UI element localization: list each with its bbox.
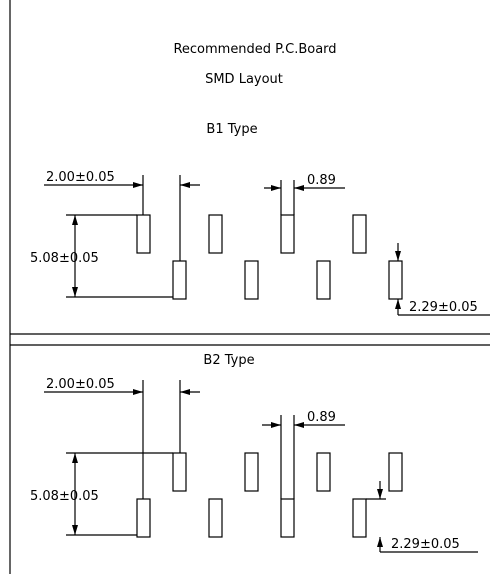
b2-pad-top-4 [388, 452, 403, 492]
b2-dim-row-spacing: 5.08±0.05 [30, 489, 99, 504]
b1-pad-top-3 [280, 214, 295, 254]
b1-dim-width: 0.89 [307, 173, 336, 188]
b2-pad-top-1 [172, 452, 187, 492]
b2-pad-bottom-1 [136, 498, 151, 538]
b1-dim-pitch: 2.00±0.05 [46, 170, 115, 185]
b2-dim-width: 0.89 [307, 410, 336, 425]
b2-row-spacing-dimension: 5.08±0.05 [30, 452, 173, 536]
title-recommended-pcb: Recommended P.C.Board [173, 42, 336, 57]
b2-width-dimension: 0.89 [262, 410, 345, 499]
b1-section: B1 Type 2.00±0.05 0.89 [30, 122, 490, 316]
b1-pad-top-4 [352, 214, 367, 254]
b1-pad-top-1 [136, 214, 151, 254]
b1-pad-bottom-4 [388, 260, 403, 300]
b2-pitch-dimension: 2.00±0.05 [44, 377, 200, 499]
b1-row-spacing-dimension: 5.08±0.05 [30, 214, 173, 298]
b2-dim-pitch: 2.00±0.05 [46, 377, 115, 392]
b1-dim-pad-length: 2.29±0.05 [409, 300, 478, 315]
b1-pitch-dimension: 2.00±0.05 [44, 170, 200, 261]
b1-pad-top-2 [208, 214, 223, 254]
b2-pad-top-2 [244, 452, 259, 492]
b2-pad-bottom-4 [352, 498, 367, 538]
b1-type-label: B1 Type [206, 122, 257, 137]
b2-pad-bottom-2 [208, 498, 223, 538]
b2-type-label: B2 Type [203, 353, 254, 368]
b2-dim-pad-length: 2.29±0.05 [391, 537, 460, 552]
b2-pad-length-dimension: 2.29±0.05 [366, 481, 478, 553]
b2-pad-bottom-3 [280, 498, 295, 538]
b2-section: B2 Type 2.00±0.05 0.89 [30, 353, 478, 553]
b1-pad-bottom-2 [244, 260, 259, 300]
b1-dim-row-spacing: 5.08±0.05 [30, 251, 99, 266]
title-smd-layout: SMD Layout [205, 72, 283, 87]
b1-pad-bottom-3 [316, 260, 331, 300]
b2-pad-top-3 [316, 452, 331, 492]
drawing-frame [9, 0, 490, 574]
b1-pad-bottom-1 [172, 260, 187, 300]
b1-pad-length-dimension: 2.29±0.05 [395, 243, 490, 316]
b1-width-dimension: 0.89 [264, 173, 345, 215]
